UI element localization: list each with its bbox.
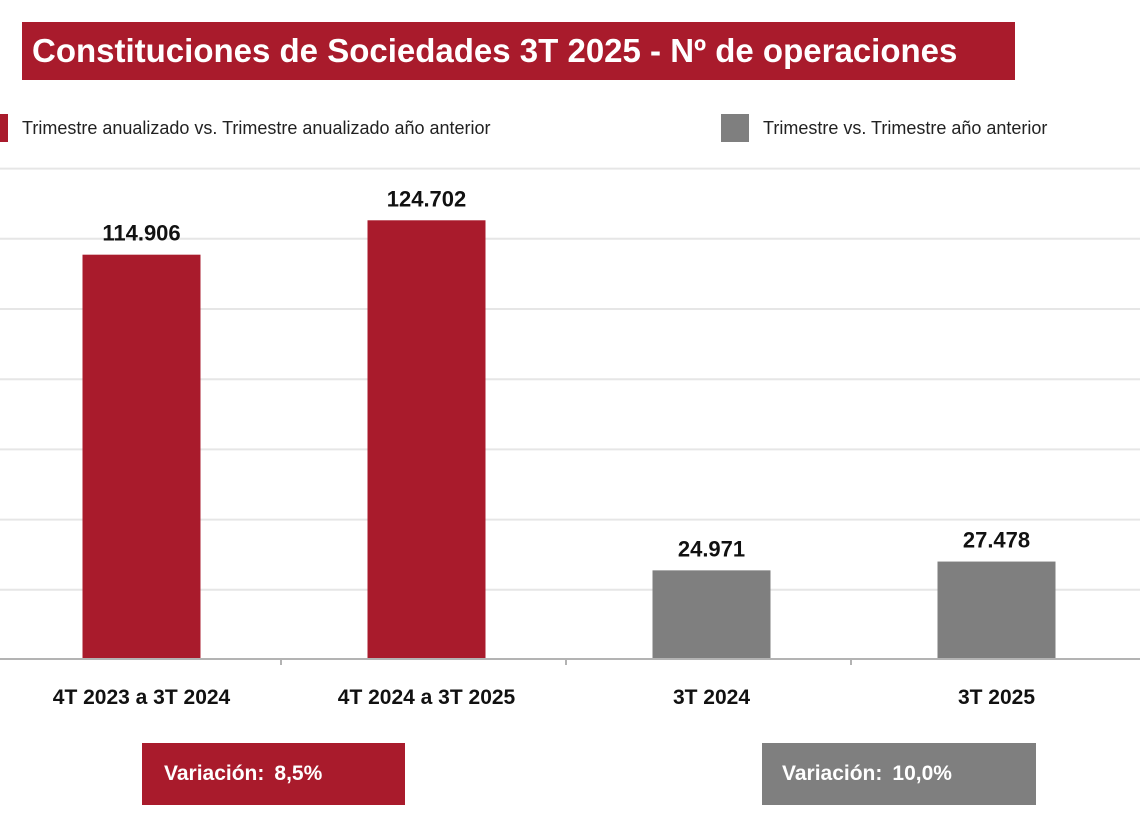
legend-swatch-red [0,114,8,142]
variation-value-annualized: 8,5% [274,762,323,785]
x-tick-label-2: 4T 2024 a 3T 2025 [338,686,516,709]
x-axis [0,658,1140,665]
variation-label-quarter: Variación: [782,762,883,785]
bar-3 [652,570,771,658]
bar-1 [82,254,201,659]
value-label-4: 27.478 [963,528,1030,553]
legend-label-quarter: Trimestre vs. Trimestre año anterior [763,117,1048,138]
value-label-3: 24.971 [678,536,745,561]
bar-2 [367,220,486,659]
variation-box-quarter: Variación: 10,0% [762,743,1036,805]
x-axis-labels: 4T 2023 a 3T 2024 4T 2024 a 3T 2025 3T 202… [53,686,1036,709]
legend-item-annualized: Trimestre anualizado vs. Trimestre anual… [0,114,491,142]
chart-title: Constituciones de Sociedades 3T 2025 - N… [22,22,1015,80]
x-tick-label-1: 4T 2023 a 3T 2024 [53,686,231,709]
value-label-1: 114.906 [102,221,180,246]
value-labels: 114.906 124.702 24.971 27.478 [102,186,1030,561]
x-tick-label-4: 3T 2025 [958,686,1035,709]
value-label-2: 124.702 [387,186,467,211]
x-tick-label-3: 3T 2024 [673,686,750,709]
bar-4 [937,561,1056,658]
variation-label-annualized: Variación: [164,762,265,785]
variation-box-annualized: Variación: 8,5% [142,743,405,805]
legend-item-quarter: Trimestre vs. Trimestre año anterior [721,114,1047,142]
variation-value-quarter: 10,0% [892,762,952,785]
legend-swatch-grey [721,114,749,142]
legend-label-annualized: Trimestre anualizado vs. Trimestre anual… [22,117,491,138]
bars [82,220,1056,659]
